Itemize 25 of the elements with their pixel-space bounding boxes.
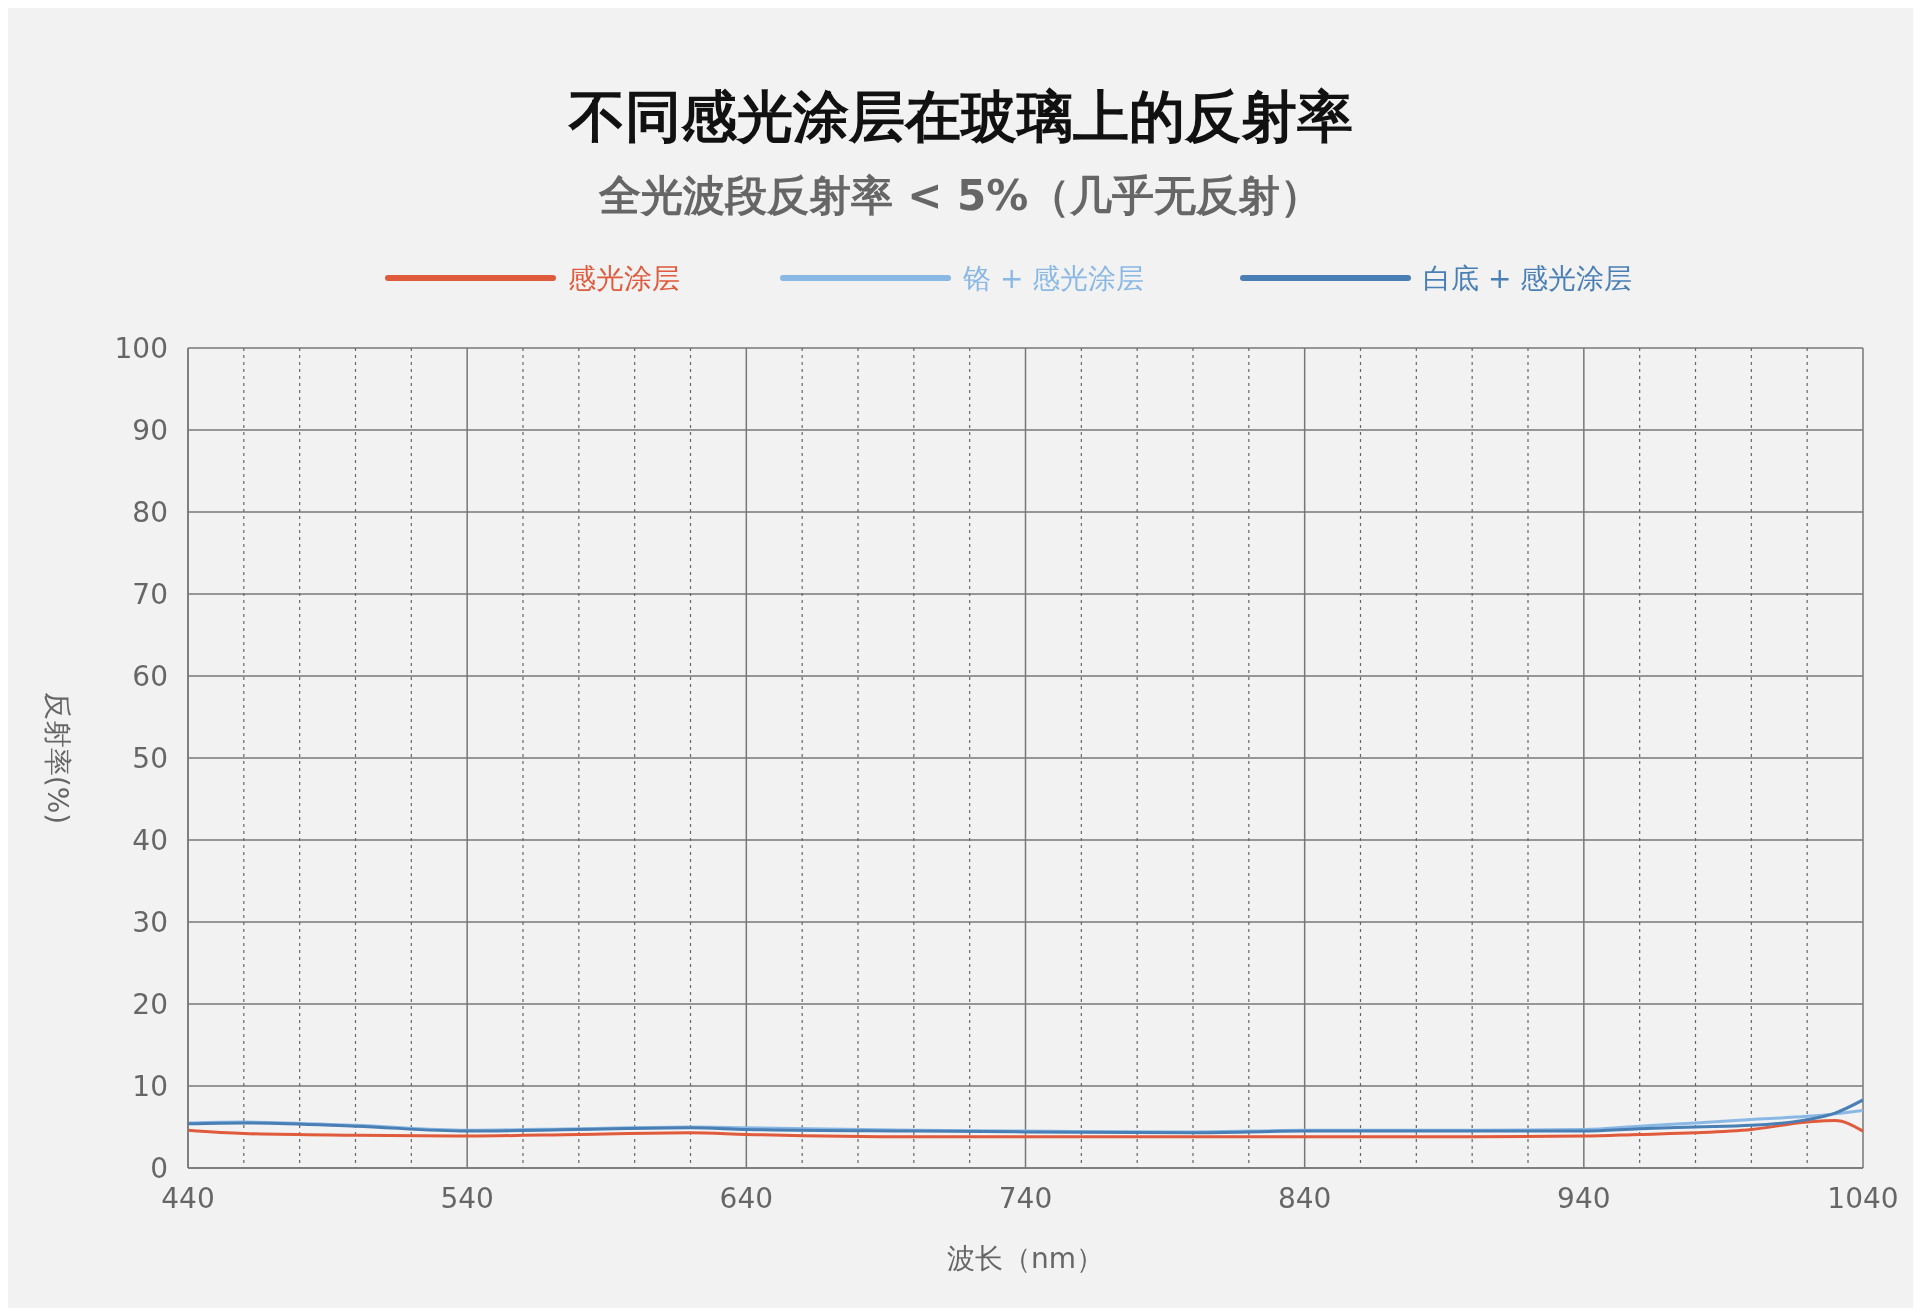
- x-tick-label: 640: [719, 1181, 774, 1215]
- chart-title: 不同感光涂层在玻璃上的反射率: [567, 83, 1354, 151]
- y-tick-label: 80: [132, 495, 168, 529]
- x-tick-label: 1040: [1827, 1181, 1899, 1215]
- chart-subtitle: 全光波段反射率 < 5%（几乎无反射）: [597, 170, 1324, 222]
- y-tick-label: 60: [132, 659, 168, 693]
- line-series: [188, 1098, 1863, 1135]
- x-tick-label: 540: [440, 1181, 494, 1215]
- y-tick-label: 70: [132, 577, 168, 611]
- x-axis-title: 波长（nm）: [946, 1242, 1105, 1275]
- x-tick-label: 740: [998, 1181, 1053, 1215]
- y-tick-label: 10: [132, 1069, 168, 1103]
- y-tick-label: 50: [132, 741, 168, 775]
- y-tick-label: 30: [132, 905, 168, 939]
- y-tick-label: 90: [132, 413, 168, 447]
- text: 白底 + 感光涂层: [1423, 262, 1633, 295]
- text: 铬 + 感光涂层: [962, 262, 1145, 295]
- x-tick-label: 840: [1277, 1181, 1332, 1215]
- y-tick-label: 40: [132, 823, 168, 857]
- line-series: [188, 1118, 1863, 1139]
- text: 感光涂层: [568, 262, 680, 295]
- y-axis-title: 反射率(%): [41, 691, 75, 825]
- y-tick-label: 20: [132, 987, 168, 1021]
- y-tick-label: 100: [114, 331, 168, 365]
- x-tick-label: 940: [1557, 1181, 1611, 1215]
